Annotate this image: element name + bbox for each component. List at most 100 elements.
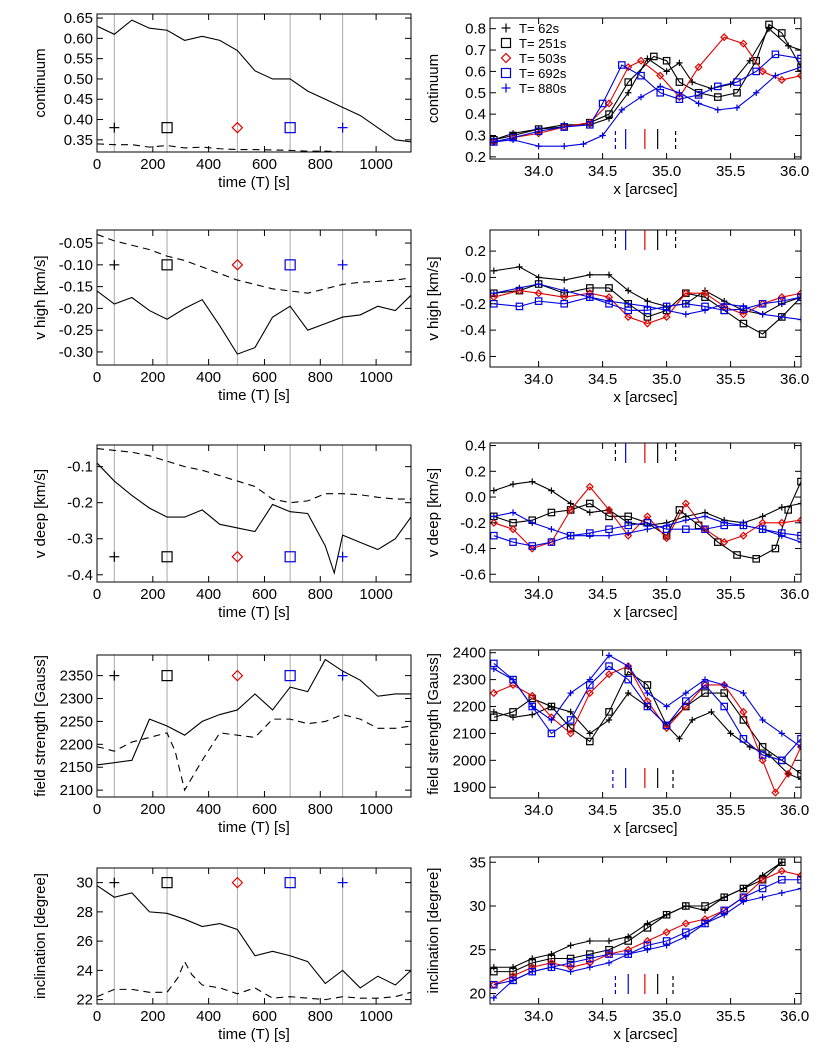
series-line-T62s-0: [493, 266, 801, 315]
series-line-T503s-2: [493, 36, 801, 143]
marker-6-s2-6: [624, 312, 633, 321]
y-axis-label: v deep [km/s]: [425, 468, 442, 557]
y-tick-label: -0.2: [460, 515, 486, 532]
marker-2-a4: [337, 551, 348, 562]
marker-5-s0-13: [746, 57, 754, 64]
x-tick-label: 800: [308, 1008, 333, 1025]
marker-9-s0-14: [759, 872, 766, 879]
marker-7-s1-14: [752, 555, 761, 563]
marker-0-a0: [109, 122, 120, 133]
y-tick-label: 0.6: [465, 63, 486, 80]
marker-9-s0-5: [586, 937, 594, 945]
x-tick-label: 1000: [359, 586, 392, 603]
marker-7-s4-2: [529, 519, 536, 526]
marker-6-s4-11: [721, 300, 728, 307]
x-tick-label: 34.0: [524, 371, 553, 388]
marker-6-s0-1: [516, 263, 523, 271]
y-tick-label: 0.4: [465, 438, 486, 455]
marker-9-s1-7: [624, 937, 633, 945]
marker-9-s0-11: [701, 907, 709, 914]
marker-9-s4-0: [490, 994, 498, 1002]
marker-8-s1-14: [758, 743, 767, 751]
marker-8-s2-16: [784, 769, 793, 778]
x-tick-label: 35.5: [716, 586, 745, 603]
marker-8-s4-0: [490, 665, 498, 673]
y-tick-label: 24: [76, 962, 93, 979]
legend-label: T= 880s: [519, 81, 567, 96]
series-line-dashed-1: [97, 448, 411, 504]
marker-7-s2-12: [720, 538, 729, 547]
marker-9-s1-5: [586, 950, 594, 958]
panel-vdeep-x: 34.0 34.5 35.0 35.5 36.0 -0.6 -0.4 -0.2 0.0 0.2 0.…: [425, 438, 809, 621]
marker-9-s1-13: [739, 884, 748, 893]
marker-9-s1-0: [490, 967, 498, 976]
y-tick-label: 30: [469, 898, 486, 915]
marker-7-s4-8: [644, 526, 651, 533]
marker-9-s4-13: [740, 898, 747, 905]
y-axis-label: field strength [Gauss]: [32, 655, 49, 797]
marker-9-s4-11: [701, 920, 709, 927]
marker-7-s4-9: [663, 522, 670, 529]
plot-area: [97, 230, 411, 365]
marker-6-s2-11: [720, 302, 729, 311]
marker-8-s1-3: [547, 702, 556, 711]
marker-7-s2-4: [566, 505, 575, 514]
y-tick-label: 0.2: [465, 463, 486, 480]
series-line-T692s-3: [493, 53, 801, 143]
marker-8-s4-6: [605, 652, 613, 659]
x-axis-label: x [arcsec]: [613, 181, 677, 198]
marker-7-s0-3: [548, 487, 555, 494]
marker-8-s1-1: [509, 708, 517, 716]
marker-6-s2-12: [739, 310, 748, 319]
x-tick-label: 34.5: [588, 371, 617, 388]
plot-area: [97, 868, 411, 1004]
marker-3-a4: [337, 670, 348, 681]
marker-8-s2-0: [490, 689, 498, 698]
marker-8-s3-3: [547, 729, 556, 738]
marker-8-s2-4: [566, 729, 575, 738]
marker-5-s3-2: [534, 127, 543, 136]
series-line-solid-0: [97, 885, 411, 989]
marker-5-s3-7: [637, 71, 645, 80]
y-tick-label: 30: [76, 875, 93, 892]
marker-5-s4-13: [753, 89, 760, 96]
series-line-T692s-3: [493, 663, 801, 761]
marker-5-s1-7: [650, 52, 658, 61]
marker-8-s3-9: [662, 721, 671, 730]
series-line-T251s-1: [493, 670, 801, 775]
marker-7-s2-5: [585, 482, 594, 491]
marker-9-s4-10: [682, 933, 690, 940]
marker-7-s1-5: [586, 499, 594, 508]
marker-5-s4-14: [772, 72, 779, 79]
x-tick-label: 34.5: [588, 163, 617, 180]
marker-7-s4-15: [778, 532, 786, 539]
x-tick-label: 200: [140, 1008, 165, 1025]
marker-6-s4-2: [535, 280, 542, 288]
y-tick-label: 2000: [453, 752, 486, 769]
marker-3-a2: [231, 669, 244, 682]
plot-area: [490, 20, 801, 150]
axes-frame: [489, 649, 802, 799]
marker-7-s2-16: [796, 516, 801, 525]
y-tick-label: -0.4: [460, 322, 486, 339]
marker-8-s4-12: [721, 681, 728, 689]
y-axis-label: v high [km/s]: [425, 256, 442, 340]
y-tick-label: 1900: [453, 779, 486, 796]
axes-frame: [489, 229, 802, 368]
marker-9-s4-9: [663, 942, 670, 949]
marker-5-s0-6: [625, 89, 632, 96]
x-tick-label: 600: [252, 1008, 277, 1025]
marker-9-s3-4: [566, 959, 575, 967]
y-tick-label: 2400: [453, 645, 486, 662]
marker-7-s2-2: [528, 544, 537, 553]
y-tick-label: -0.2: [67, 495, 93, 512]
marker-5-s2-8: [656, 71, 665, 80]
y-axis-label: v deep [km/s]: [32, 469, 49, 558]
x-tick-label: 35.0: [652, 802, 681, 819]
y-tick-label: 2100: [60, 782, 93, 799]
marker-5-s1-14: [765, 20, 773, 29]
marker-8-s1-4: [566, 724, 575, 732]
x-tick-label: 0: [93, 801, 101, 818]
marker-5-s4-1: [509, 136, 517, 143]
marker-6-s0-2: [535, 274, 542, 281]
